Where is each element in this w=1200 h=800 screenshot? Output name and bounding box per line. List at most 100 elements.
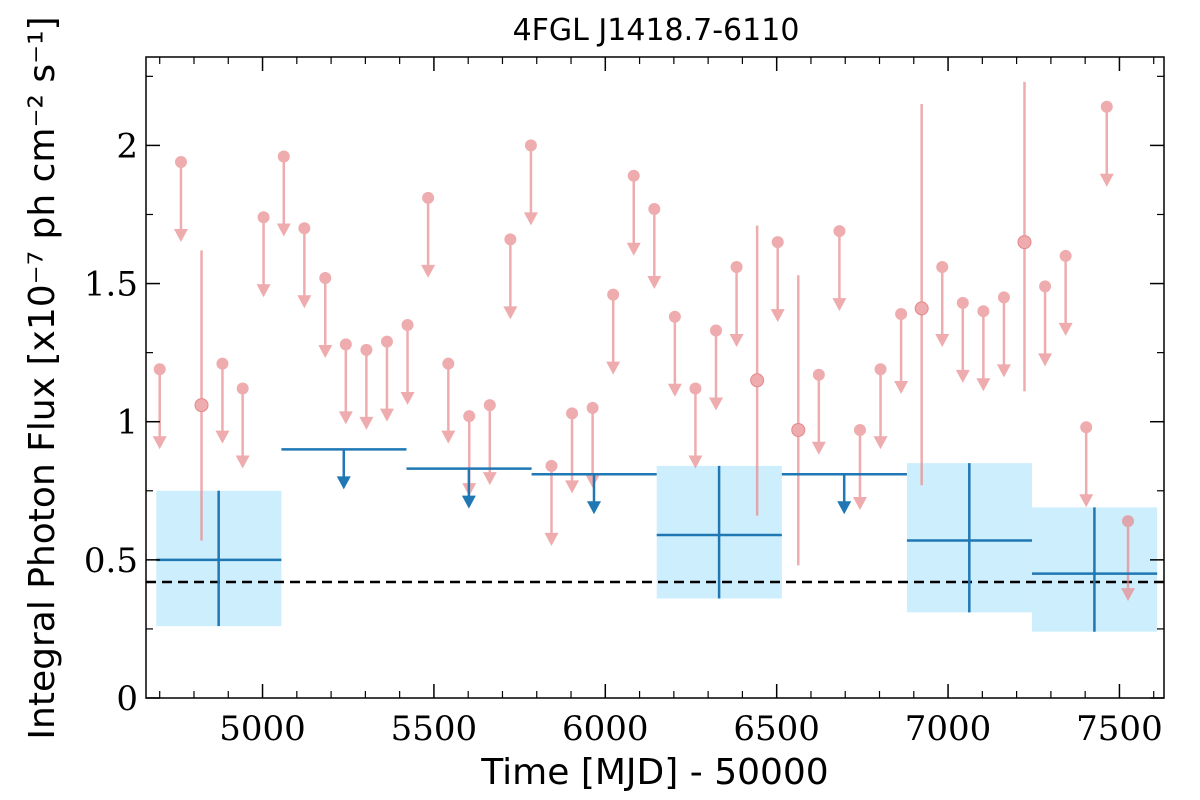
fine-bin-ul-head-16: [482, 472, 497, 486]
fine-bin-ul-head-1: [173, 228, 188, 242]
coarse-bin-ul-3-head: [586, 501, 601, 515]
y-axis-label: Integral Photon Flux [x10⁻⁷ ph cm⁻² s⁻¹]: [22, 16, 63, 739]
y-tick-label-3: 1.5: [84, 265, 138, 305]
fine-bin-ul-head-3: [215, 430, 230, 444]
plot-area: [146, 81, 1164, 632]
fine-bin-ul-head-22: [606, 361, 621, 375]
y-tick-label-4: 2: [116, 126, 138, 166]
fine-bin-44: [1058, 249, 1073, 336]
fine-bin-29: [750, 225, 765, 516]
fine-bin-point-29: [750, 373, 765, 388]
fine-bin-33: [832, 225, 847, 312]
fine-bin-ul-head-35: [873, 436, 888, 450]
fine-bin-42: [1017, 81, 1032, 392]
fine-bin-13: [421, 191, 436, 278]
y-tick-label-2: 1: [116, 403, 138, 443]
fine-bin-25: [667, 310, 682, 397]
fine-bin-41: [996, 291, 1011, 378]
fine-bin-ul-head-26: [688, 455, 703, 469]
fine-bin-19: [544, 459, 559, 546]
fine-bin-39: [955, 296, 970, 383]
fine-bin-ul-head-46: [1099, 173, 1114, 187]
fine-bin-ul-head-36: [894, 380, 909, 394]
fine-bin-43: [1038, 280, 1053, 367]
fine-bin-ul-head-19: [544, 532, 559, 546]
fine-bin-ul-head-47: [1121, 588, 1136, 602]
fine-bin-4: [235, 382, 250, 469]
x-tick-label-0: 5000: [219, 709, 306, 749]
fine-bin-ul-head-14: [441, 430, 456, 444]
fine-bin-ul-head-6: [276, 223, 291, 237]
fine-bin-47: [1121, 515, 1136, 602]
fine-bin-1: [173, 155, 188, 242]
fine-bin-ul-head-34: [852, 496, 867, 510]
fine-bin-ul-head-12: [400, 392, 415, 406]
fine-bin-ul-head-21: [585, 474, 600, 488]
axes: 5000 5500 6000 6500 7000 7500 0 0.5 1 1.5 2: [84, 57, 1164, 749]
x-tick-label-2: 6000: [562, 709, 649, 749]
fine-bin-12: [400, 319, 415, 406]
fine-bin-ul-head-17: [503, 306, 518, 320]
x-axis-label: Time [MJD] - 50000: [480, 752, 828, 793]
fine-bin-ul-head-23: [626, 242, 641, 256]
fine-bin-34: [852, 423, 867, 510]
fine-bin-ul-head-30: [770, 309, 785, 323]
fine-bin-ul-head-10: [359, 416, 374, 430]
y-tick-label-1: 0.5: [84, 541, 138, 581]
fine-bin-35: [873, 363, 888, 450]
fine-bin-ul-head-13: [421, 264, 436, 278]
fine-bin-28: [729, 260, 744, 347]
fine-bin-32: [811, 368, 826, 455]
fine-bin-31: [791, 275, 806, 566]
fine-bin-30: [770, 236, 785, 323]
y-tick-label-0: 0: [116, 679, 138, 719]
fine-bin-9: [338, 338, 353, 425]
fine-bin-point-31: [791, 422, 806, 437]
fine-bin-22: [606, 288, 621, 375]
fine-bin-ul-head-44: [1058, 322, 1073, 336]
fine-bin-ul-head-41: [996, 364, 1011, 378]
fine-bin-ul-head-0: [152, 436, 167, 450]
fine-bin-ul-head-33: [832, 298, 847, 312]
fine-bin-18: [523, 139, 538, 226]
fine-bin-ul-head-45: [1079, 494, 1094, 508]
fine-bin-ul-head-8: [318, 345, 333, 359]
fine-bin-0: [152, 363, 167, 450]
coarse-bin-ul-2-head: [461, 495, 476, 509]
fine-bin-ul-head-43: [1038, 353, 1053, 367]
fine-bin-23: [626, 169, 641, 256]
fine-bins-series: [152, 81, 1136, 602]
coarse-bin-ul-1-head: [336, 476, 351, 490]
fine-bin-ul-head-27: [709, 397, 724, 411]
fine-bin-37: [914, 103, 929, 486]
fine-bin-ul-head-38: [935, 333, 950, 347]
x-tick-label-1: 5500: [391, 709, 478, 749]
fine-bin-45: [1079, 421, 1094, 508]
fine-bin-ul-head-5: [256, 284, 271, 298]
chart-title: 4FGL J1418.7-6110: [513, 13, 800, 48]
fine-bin-16: [482, 399, 497, 486]
x-tick-label-5: 7500: [1076, 709, 1163, 749]
fine-bin-2: [194, 250, 209, 541]
fine-bin-ul-head-18: [523, 212, 538, 226]
fine-bin-14: [441, 357, 456, 444]
fine-bin-46: [1099, 100, 1114, 187]
fine-bin-ul-head-7: [297, 295, 312, 309]
fine-bin-ul-head-25: [667, 383, 682, 397]
fine-bin-ul-head-9: [338, 411, 353, 425]
fine-bin-11: [379, 335, 394, 422]
fine-bin-36: [894, 307, 909, 394]
fine-bin-3: [215, 357, 230, 444]
fine-bin-ul-head-24: [647, 275, 662, 289]
fine-bin-21: [585, 401, 600, 488]
fine-bin-point-2: [194, 398, 209, 413]
fine-bin-point-42: [1017, 235, 1032, 250]
fine-bin-17: [503, 233, 518, 320]
fine-bin-27: [709, 324, 724, 411]
fine-bin-20: [565, 407, 580, 494]
fine-bin-24: [647, 202, 662, 289]
plot-frame: [145, 56, 1165, 699]
fine-bin-ul-head-39: [955, 369, 970, 383]
coarse-bin-ul-5-head: [837, 501, 852, 515]
